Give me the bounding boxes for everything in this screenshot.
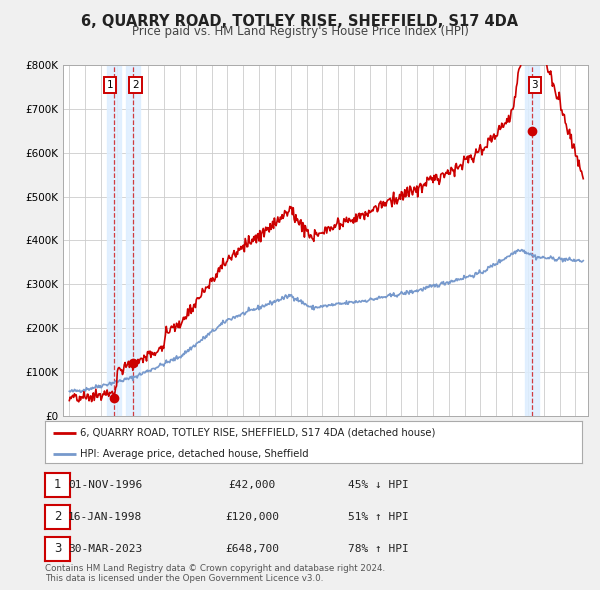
Text: Price paid vs. HM Land Registry's House Price Index (HPI): Price paid vs. HM Land Registry's House …: [131, 25, 469, 38]
Text: 6, QUARRY ROAD, TOTLEY RISE, SHEFFIELD, S17 4DA (detached house): 6, QUARRY ROAD, TOTLEY RISE, SHEFFIELD, …: [80, 428, 435, 438]
Text: 78% ↑ HPI: 78% ↑ HPI: [347, 544, 409, 553]
Bar: [126, 65, 140, 416]
Text: £42,000: £42,000: [229, 480, 275, 490]
Text: £648,700: £648,700: [225, 544, 279, 553]
Text: £120,000: £120,000: [225, 512, 279, 522]
Text: 16-JAN-1998: 16-JAN-1998: [68, 512, 142, 522]
Text: 01-NOV-1996: 01-NOV-1996: [68, 480, 142, 490]
Bar: [107, 65, 121, 416]
Text: 3: 3: [54, 542, 61, 555]
Text: 2: 2: [54, 510, 61, 523]
Text: 2: 2: [132, 80, 139, 90]
Text: 1: 1: [107, 80, 113, 90]
Text: 51% ↑ HPI: 51% ↑ HPI: [347, 512, 409, 522]
Text: 6, QUARRY ROAD, TOTLEY RISE, SHEFFIELD, S17 4DA: 6, QUARRY ROAD, TOTLEY RISE, SHEFFIELD, …: [82, 14, 518, 28]
Bar: [524, 65, 539, 416]
Text: 45% ↓ HPI: 45% ↓ HPI: [347, 480, 409, 490]
Text: HPI: Average price, detached house, Sheffield: HPI: Average price, detached house, Shef…: [80, 449, 308, 459]
Text: 3: 3: [532, 80, 538, 90]
Text: 30-MAR-2023: 30-MAR-2023: [68, 544, 142, 553]
Text: 1: 1: [54, 478, 61, 491]
Text: Contains HM Land Registry data © Crown copyright and database right 2024.
This d: Contains HM Land Registry data © Crown c…: [45, 563, 385, 583]
